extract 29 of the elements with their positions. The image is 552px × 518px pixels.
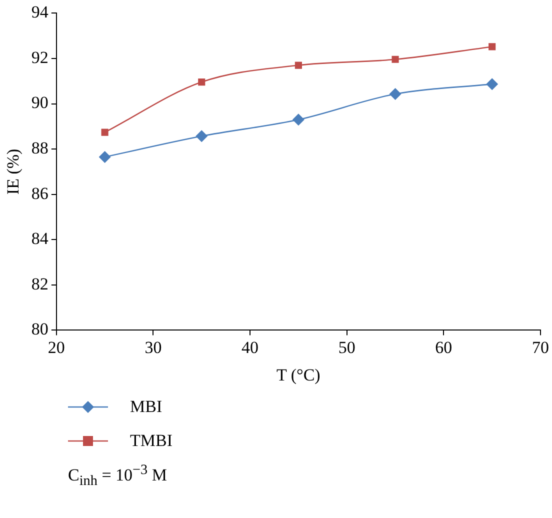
point [196, 130, 208, 142]
x-tick-label: 20 [48, 338, 65, 357]
x-tick-label: 70 [532, 338, 549, 357]
point [292, 114, 304, 126]
x-tick-label: 50 [338, 338, 356, 357]
x-tick-label: 60 [435, 338, 452, 357]
y-tick-label: 90 [31, 93, 48, 112]
legend-label: TMBI [130, 431, 172, 451]
y-axis-title: IE (%) [4, 148, 23, 195]
y-tick-label: 82 [31, 274, 48, 294]
point [101, 128, 108, 136]
y-tick-label: 80 [31, 320, 48, 339]
point [486, 78, 498, 90]
point [392, 56, 399, 63]
legend-label: MBI [130, 397, 162, 417]
text: C$_{inh}$ = 10$^{−3}$ M [68, 462, 168, 490]
point [98, 150, 111, 163]
x-axis-title: T (°C) [276, 365, 320, 384]
y-tick-label: 88 [31, 138, 48, 158]
point [488, 43, 496, 50]
y-tick-label: 92 [31, 48, 48, 67]
x-tick-label: 30 [144, 338, 162, 357]
point [389, 88, 402, 100]
point [294, 62, 302, 69]
point [198, 78, 206, 86]
y-tick-label: 84 [31, 229, 49, 248]
y-tick-label: 86 [31, 184, 48, 203]
y-tick-label: 94 [31, 2, 49, 22]
x-tick-label: 40 [242, 338, 259, 357]
